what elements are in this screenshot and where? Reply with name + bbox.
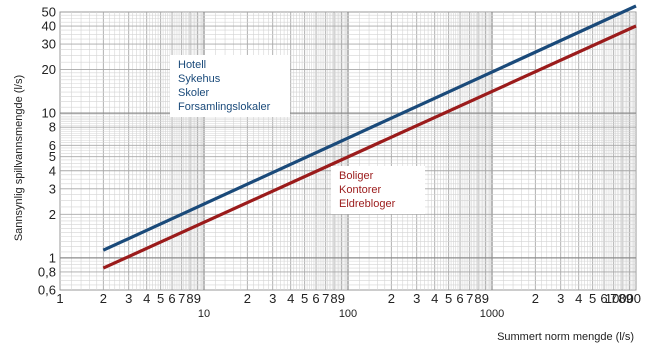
legend-line: Kontorer (339, 184, 382, 196)
x-axis-label: Summert norm mengde (l/s) (497, 331, 634, 343)
x-tick-label: 4 (143, 291, 150, 306)
x-tick-label: 8 (186, 291, 193, 306)
y-tick-label: 20 (42, 62, 56, 77)
x-tick-label: 6 (168, 291, 175, 306)
legend-box-bg (331, 166, 425, 214)
x-tick-label: 2 (244, 291, 251, 306)
legend-box-bg (170, 55, 290, 117)
x-decade-label: 1000 (480, 308, 504, 320)
x-tick-label: 6 (312, 291, 319, 306)
x-tick-label: 7 (322, 291, 329, 306)
y-tick-label: 6 (49, 138, 56, 153)
x-decade-label: 100 (339, 308, 357, 320)
series-line-1 (102, 4, 637, 252)
x-tick-label: 5 (157, 291, 164, 306)
y-axis-label: Sannsynlig spillvannsmengde (l/s) (13, 75, 25, 241)
x-tick-label: 6 (600, 291, 607, 306)
y-tick-label: 1 (49, 250, 56, 265)
x-tick-label: 4 (287, 291, 294, 306)
x-tick-label: 7 (610, 291, 617, 306)
x-tick-label: 6 (456, 291, 463, 306)
x-tick-label: 1 (56, 291, 63, 306)
y-tick-label: 4 (49, 163, 56, 178)
legend-line: Skoler (178, 87, 210, 99)
legend-line: Eldrebloger (339, 198, 396, 210)
x-tick-label: 5 (301, 291, 308, 306)
x-tick-label: 9 (482, 291, 489, 306)
x-tick-label: 7 (178, 291, 185, 306)
y-tick-label: 2 (49, 207, 56, 222)
x-tick-label: 3 (413, 291, 420, 306)
x-tick-labels: 1 2 3 4 5 6 7 8 9 2 3 4 5 6 7 8 9 2 3 4 5 6 7 8 9 2 3 4 5 6 7 8 910 100 10… (56, 291, 641, 320)
x-tick-label: 9 (338, 291, 345, 306)
legend-line: Sykehus (178, 73, 221, 85)
legend-line: Forsamlingslokaler (178, 101, 271, 113)
x-tick-label: 4 (431, 291, 438, 306)
x-tick-label: 8 (618, 291, 625, 306)
x-tick-label: 4 (575, 291, 582, 306)
y-tick-label: 8 (49, 120, 56, 135)
legend-box-2: Boliger Kontorer Eldrebloger (331, 166, 425, 214)
y-tick-label: 5 (49, 149, 56, 164)
x-tick-label: 7 (466, 291, 473, 306)
y-tick-label: 0,8 (38, 264, 56, 279)
y-tick-label: 40 (42, 19, 56, 34)
x-tick-label: 8 (474, 291, 481, 306)
x-tick-label: 2 (388, 291, 395, 306)
x-tick-label: 2 (100, 291, 107, 306)
x-tick-label: 2 (532, 291, 539, 306)
x-tick-label: 5 (589, 291, 596, 306)
x-tick-label: 5 (445, 291, 452, 306)
y-tick-label: 3 (49, 181, 56, 196)
x-tick-label: 3 (557, 291, 564, 306)
y-tick-label: 0,6 (38, 283, 56, 298)
x-decade-label: 10000 (605, 291, 641, 306)
legend-line: Hotell (178, 59, 206, 71)
y-tick-label: 10 (42, 106, 56, 121)
x-tick-label: 8 (330, 291, 337, 306)
legend-line: Boliger (339, 170, 374, 182)
series-line-2 (102, 24, 637, 270)
x-tick-label: 3 (269, 291, 276, 306)
y-tick-label: 50 (42, 5, 56, 20)
x-decade-label: 10 (198, 308, 210, 320)
series-lines (102, 4, 637, 270)
legend-box-1: Hotell Sykehus Skoler Forsamlingslokaler (170, 55, 290, 117)
x-tick-label: 9 (194, 291, 201, 306)
x-tick-label: 9 (626, 291, 633, 306)
x-tick-label: 3 (125, 291, 132, 306)
y-tick-label: 30 (42, 37, 56, 52)
